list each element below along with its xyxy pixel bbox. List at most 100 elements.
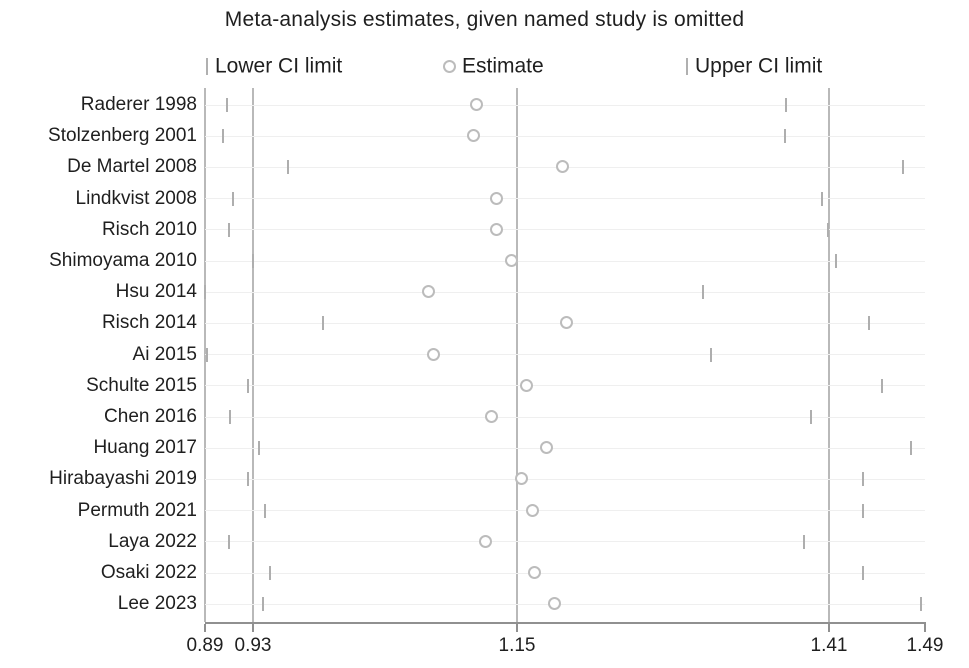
study-label: Permuth 2021 — [77, 499, 197, 521]
lower-ci-tick — [268, 566, 271, 580]
chart-title: Meta-analysis estimates, given named stu… — [224, 8, 745, 31]
legend-item-estimate: Estimate — [443, 54, 544, 78]
x-axis-tick — [204, 624, 206, 632]
upper-ci-tick — [802, 534, 805, 549]
legend-lower-ci-label: Lower CI limit — [215, 54, 343, 78]
row-guide-line — [205, 135, 925, 137]
estimate-marker — [484, 410, 498, 423]
estimate-marker — [478, 534, 492, 548]
upper-ci-tick — [835, 254, 838, 268]
lower-ci-tick-icon — [206, 57, 208, 75]
estimate-marker — [525, 503, 539, 517]
study-label: Huang 2017 — [93, 437, 197, 459]
row-guide-line — [205, 416, 925, 418]
row-guide-line — [205, 541, 925, 543]
estimate-marker — [519, 378, 533, 392]
lower-ci-tick — [261, 597, 264, 612]
x-axis-tick — [516, 624, 518, 632]
row-guide-line — [205, 447, 925, 449]
lower-ci-tick — [204, 285, 206, 300]
upper-ci-tick — [826, 222, 829, 237]
x-axis-tick — [252, 624, 254, 632]
upper-ci-tick-icon — [686, 57, 688, 75]
row-guide-line — [205, 198, 925, 200]
x-axis-tick-label: 1.49 — [906, 635, 944, 656]
study-label: Risch 2014 — [101, 312, 197, 334]
study-label: Lindkvist 2008 — [75, 187, 197, 209]
row-guide-line — [205, 572, 925, 574]
study-label: Hirabayashi 2019 — [49, 468, 197, 490]
row-guide-line — [205, 385, 925, 387]
study-label: Risch 2010 — [101, 218, 197, 240]
upper-ci-tick — [861, 503, 864, 518]
estimate-circle-icon — [443, 59, 456, 73]
row-guide-line — [205, 291, 925, 293]
lower-ci-tick — [222, 129, 224, 144]
study-label: Shimoyama 2010 — [49, 250, 197, 271]
row-guide-line — [205, 229, 925, 231]
x-axis-tick — [828, 624, 830, 632]
lower-ci-tick — [229, 410, 232, 424]
row-guide-line — [205, 104, 925, 106]
estimate-marker — [489, 222, 503, 236]
x-axis-tick-label: 0.89 — [186, 635, 224, 656]
legend-estimate-label: Estimate — [462, 54, 544, 78]
lower-ci-tick — [228, 534, 230, 549]
legend-upper-ci-label: Upper CI limit — [695, 54, 823, 78]
estimate-marker — [466, 129, 480, 143]
study-label: Stolzenberg 2001 — [48, 125, 197, 147]
study-label: Raderer 1998 — [80, 94, 197, 115]
upper-ci-tick — [880, 378, 883, 393]
study-label: Chen 2016 — [104, 406, 197, 427]
estimate-marker — [514, 472, 528, 486]
upper-ci-tick — [861, 566, 864, 580]
lower-ci-tick — [247, 378, 250, 393]
lower-ci-tick — [225, 98, 228, 112]
upper-ci-tick — [710, 347, 713, 362]
lower-ci-tick — [258, 441, 260, 456]
x-axis-tick-label: 1.41 — [810, 635, 848, 656]
lower-ci-tick — [206, 347, 209, 362]
row-guide-line — [205, 354, 925, 356]
upper-ci-tick — [867, 316, 870, 331]
lower-ci-tick — [231, 191, 234, 206]
lower-ci-tick — [321, 316, 324, 331]
study-label: Laya 2022 — [108, 530, 197, 552]
estimate-marker — [540, 441, 553, 455]
lower-ci-tick — [252, 254, 254, 268]
upper-ci-tick — [810, 410, 812, 424]
upper-ci-tick — [902, 160, 905, 175]
estimate-marker — [528, 566, 541, 579]
lower-ci-tick — [264, 503, 266, 518]
study-label: Ai 2015 — [132, 343, 197, 365]
lower-ci-tick — [286, 160, 289, 175]
upper-ci-tick — [783, 129, 786, 144]
x-axis-tick-label: 0.93 — [234, 635, 272, 656]
legend-item-upper-ci: Upper CI limit — [686, 54, 822, 78]
estimate-marker — [555, 160, 569, 174]
study-label: Hsu 2014 — [115, 281, 197, 303]
lower-ci-tick — [228, 222, 230, 237]
upper-ci-tick — [820, 191, 823, 206]
study-label: Osaki 2022 — [100, 562, 197, 583]
legend-item-lower-ci: Lower CI limit — [206, 54, 342, 78]
estimate-marker — [422, 285, 436, 299]
estimate-marker — [560, 316, 574, 330]
upper-ci-tick — [702, 285, 704, 300]
x-axis-tick — [924, 624, 926, 632]
upper-ci-tick — [861, 472, 864, 487]
study-label: De Martel 2008 — [67, 156, 197, 178]
row-guide-line — [205, 478, 925, 480]
estimate-marker — [505, 254, 519, 267]
lower-ci-tick — [247, 472, 250, 487]
estimate-marker — [470, 98, 484, 111]
estimate-marker — [427, 347, 441, 361]
estimate-marker — [548, 597, 562, 611]
upper-ci-tick — [920, 597, 923, 612]
upper-ci-tick — [784, 98, 787, 112]
study-label: Schulte 2015 — [86, 374, 197, 396]
x-axis-tick-label: 1.15 — [498, 635, 536, 656]
study-label: Lee 2023 — [117, 593, 197, 615]
row-guide-line — [205, 603, 925, 605]
